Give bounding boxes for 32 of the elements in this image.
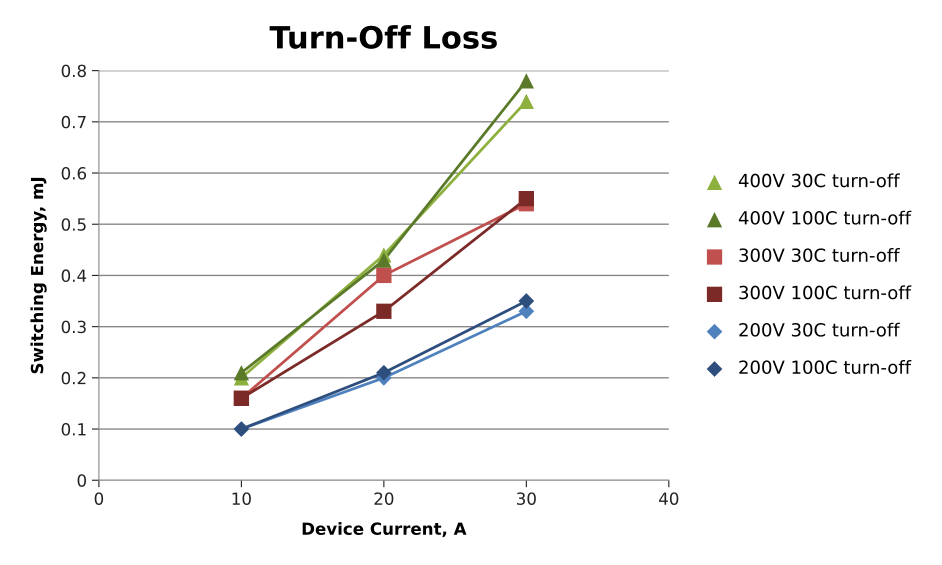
point — [234, 365, 250, 380]
y-tick-label: 0.2 — [62, 372, 86, 384]
legend-label: 200V 100C turn-off — [739, 360, 912, 374]
y-tick-label: 0.3 — [62, 320, 86, 334]
legend-label: 300V 100C turn-off — [739, 285, 912, 300]
point — [518, 190, 534, 206]
y-tick-label: 0.1 — [62, 423, 86, 436]
point — [376, 304, 392, 319]
x-tick-label: 30 — [517, 492, 536, 505]
x-tick-label: 0 — [94, 492, 104, 505]
legend-label: 200V 30C turn-off — [739, 322, 900, 337]
y-tick-label: 0.5 — [62, 218, 86, 231]
legend-label: 400V 30C turn-off — [738, 173, 900, 188]
chart-title: Turn-Off Loss — [270, 25, 497, 49]
x-tick-label: 40 — [659, 492, 678, 505]
y-tick-label: 0 — [78, 474, 86, 487]
point — [518, 293, 534, 309]
point — [376, 252, 392, 268]
legend-label: 300V 30C turn-off — [739, 248, 900, 262]
x-tick-label: 10 — [232, 492, 251, 505]
y-tick-label: 0.8 — [62, 64, 86, 78]
point — [518, 94, 534, 109]
y-tick-label: 0.4 — [62, 269, 86, 282]
point — [376, 364, 392, 381]
point — [376, 268, 392, 284]
point — [518, 73, 534, 89]
y-tick-label: 0.7 — [62, 116, 86, 128]
y-axis-title: Switching Energy, mJ — [30, 178, 47, 374]
x-tick-label: 20 — [374, 492, 394, 505]
y-tick-label: 0.6 — [62, 166, 86, 180]
x-axis-title: Device Current, A — [302, 522, 466, 538]
legend-label: 400V 100C turn-off — [738, 210, 912, 225]
